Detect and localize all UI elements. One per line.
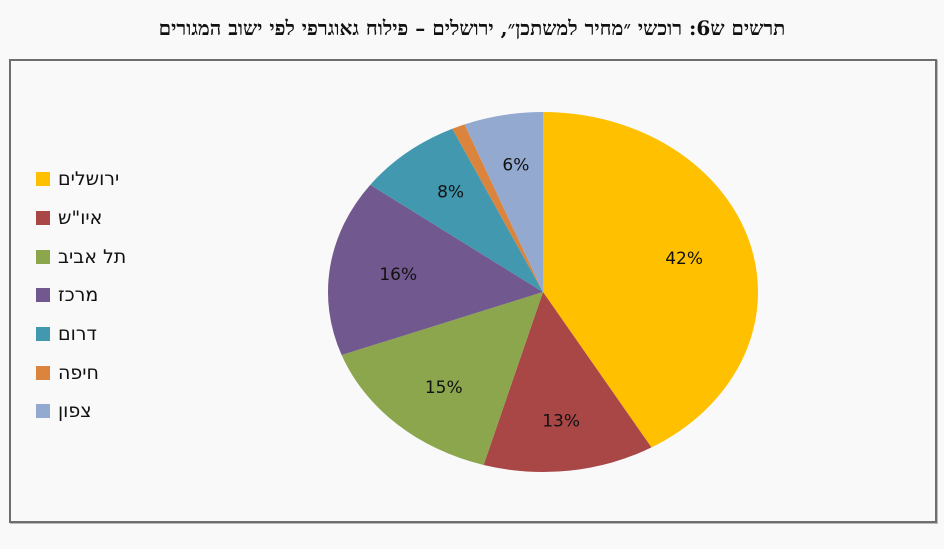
legend-item-north: צפון [36,392,126,431]
legend-swatch [36,404,50,419]
legend-label: חיפה [58,361,99,384]
chart-title: תרשים ש6: רוכשי ״מחיר למשתכן״, ירושלים –… [158,16,786,40]
slice-percent-label: 15% [425,378,463,398]
slice-percent-label: 16% [379,265,417,285]
legend-swatch [36,365,50,380]
legend-item-judea-samaria: איו"ש [36,199,126,238]
slice-percent-label: 42% [665,249,703,269]
legend-swatch [36,288,50,303]
pie-labels: 42% 13% 15% 16% 8% 6% [379,156,703,432]
slice-percent-label: 8% [437,183,464,203]
legend-label: תל אביב [58,245,127,268]
pie-slices [328,112,758,472]
legend-swatch [36,172,50,187]
legend-item-haifa: חיפה [36,353,126,392]
legend-label: צפון [58,400,92,423]
legend-label: איו"ש [58,207,103,230]
legend-swatch [36,211,50,226]
legend-item-jerusalem: ירושלים [36,160,126,199]
pie-slice [452,124,543,292]
legend-swatch [36,327,50,342]
legend-label: מרכז [58,284,99,307]
slice-percent-label: 13% [542,412,580,432]
legend-item-center: מרכז [36,276,126,315]
pie-slice [464,112,543,292]
slice-percent-label: 6% [502,156,529,176]
legend-item-tel-aviv: תל אביב [36,237,126,276]
pie-slice [341,292,543,465]
legend-swatch [36,249,50,264]
legend-label: דרום [58,323,97,346]
pie-slice [543,112,758,448]
legend-item-south: דרום [36,315,126,354]
pie-slice [370,128,543,292]
legend-label: ירושלים [58,168,120,191]
chart-legend: ירושלים איו"ש תל אביב מרכז דרום חיפה צפו… [36,160,126,431]
pie-slice [328,184,543,356]
pie-slice [483,292,652,472]
